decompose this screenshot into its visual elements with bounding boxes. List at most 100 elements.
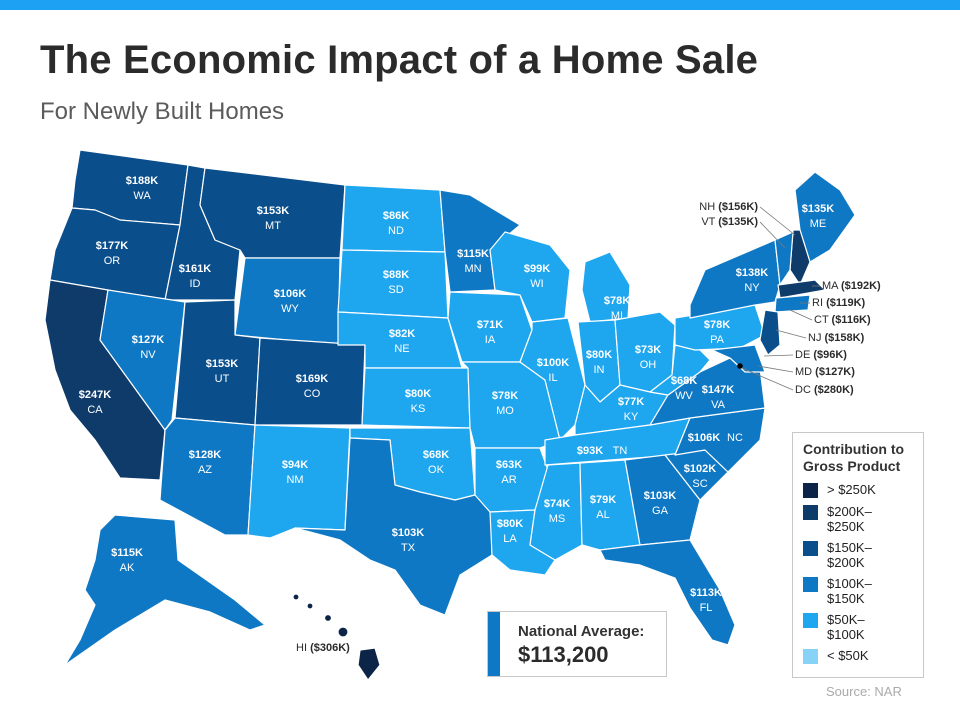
label-MO-abbr: MO bbox=[496, 405, 514, 417]
legend-label: > $250K bbox=[827, 482, 876, 497]
callout-HI-value: ($306K) bbox=[310, 642, 350, 654]
label-KS-value: $80K bbox=[405, 388, 431, 400]
national-average-value: $113,200 bbox=[518, 642, 609, 667]
legend-swatch bbox=[803, 541, 818, 556]
label-AR-abbr: AR bbox=[501, 474, 516, 486]
label-SD-abbr: SD bbox=[388, 284, 403, 296]
callout-DE-abbr: DE bbox=[795, 349, 810, 361]
label-NC-abbr: NC bbox=[727, 432, 743, 444]
state-TX bbox=[294, 437, 493, 616]
callout-NJ-value: ($158K) bbox=[825, 332, 865, 344]
legend-label: $100K– $150K bbox=[827, 576, 872, 606]
label-AL-value: $79K bbox=[590, 494, 616, 506]
label-TN-value: $93K bbox=[577, 445, 603, 457]
label-NM-value: $94K bbox=[282, 459, 308, 471]
national-average-label: National Average: bbox=[518, 623, 645, 640]
legend-label: $50K– $100K bbox=[827, 612, 865, 642]
callout-DE-value: ($96K) bbox=[813, 349, 847, 361]
label-TX-value: $103K bbox=[392, 527, 424, 539]
label-ND-abbr: ND bbox=[388, 225, 404, 237]
label-FL-abbr: FL bbox=[700, 602, 713, 614]
label-ME-abbr: ME bbox=[810, 218, 827, 230]
label-TN-abbr: TN bbox=[613, 445, 628, 457]
label-LA-value: $80K bbox=[497, 518, 523, 530]
callout-NH-value: ($156K) bbox=[718, 201, 758, 213]
state-NJ bbox=[759, 309, 781, 356]
label-ND-value: $86K bbox=[383, 210, 409, 222]
legend-title: Contribution to Gross Product bbox=[803, 441, 905, 474]
label-MT-value: $153K bbox=[257, 205, 289, 217]
legend-item: > $250K bbox=[803, 482, 918, 521]
label-CO-abbr: CO bbox=[304, 388, 321, 400]
label-TX-abbr: TX bbox=[401, 542, 416, 554]
state-AK bbox=[64, 514, 266, 666]
label-OR-value: $177K bbox=[96, 240, 128, 252]
legend-item: $150K– $200K bbox=[803, 540, 918, 579]
label-PA-abbr: PA bbox=[710, 334, 725, 346]
callout-RI-abbr: RI bbox=[812, 297, 823, 309]
label-NM-abbr: NM bbox=[286, 474, 303, 486]
label-FL-value: $113K bbox=[690, 587, 722, 599]
legend-item: $200K– $250K bbox=[803, 504, 918, 543]
legend: Contribution to Gross Product > $250K $2… bbox=[792, 432, 924, 678]
label-MI-abbr: MI bbox=[611, 310, 623, 322]
label-ID-abbr: ID bbox=[190, 278, 201, 290]
state-HI bbox=[357, 647, 381, 681]
svg-text:MA ($192K): MA ($192K) bbox=[822, 280, 881, 292]
state-MA bbox=[777, 279, 826, 299]
label-OK-value: $68K bbox=[423, 449, 449, 461]
label-AK-value: $115K bbox=[111, 547, 143, 559]
label-KY-value: $77K bbox=[618, 396, 644, 408]
state-CT-RI bbox=[774, 294, 811, 313]
label-PA-value: $78K bbox=[704, 319, 730, 331]
label-UT-abbr: UT bbox=[215, 373, 230, 385]
callout-VT-abbr: VT bbox=[701, 216, 715, 228]
label-NE-value: $82K bbox=[389, 328, 415, 340]
label-AR-value: $63K bbox=[496, 459, 522, 471]
label-GA-value: $103K bbox=[644, 490, 676, 502]
label-ID-value: $161K bbox=[179, 263, 211, 275]
label-MN-abbr: MN bbox=[464, 263, 481, 275]
label-CA-value: $247K bbox=[79, 389, 111, 401]
label-WY-value: $106K bbox=[274, 288, 306, 300]
legend-label: < $50K bbox=[827, 648, 869, 663]
label-SD-value: $88K bbox=[383, 269, 409, 281]
legend-swatch bbox=[803, 577, 818, 592]
state-WY bbox=[234, 257, 341, 346]
label-WV-value: $68K bbox=[671, 375, 697, 387]
legend-label: $200K– $250K bbox=[827, 504, 872, 534]
state-HI-island-3 bbox=[323, 613, 333, 623]
callout-NH-abbr: NH bbox=[699, 201, 715, 213]
callout-lines bbox=[741, 206, 820, 391]
callout-CT-value: ($116K) bbox=[832, 314, 871, 326]
state-GA bbox=[624, 454, 701, 546]
state-HI-island-2 bbox=[337, 626, 349, 638]
legend-item: $100K– $150K bbox=[803, 576, 918, 615]
top-accent-bar bbox=[0, 0, 960, 10]
label-AZ-value: $128K bbox=[189, 449, 221, 461]
label-OK-abbr: OK bbox=[428, 464, 445, 476]
legend-swatch bbox=[803, 613, 818, 628]
label-SC-abbr: SC bbox=[692, 478, 707, 490]
label-NE-abbr: NE bbox=[394, 343, 409, 355]
callout-RI-value: ($119K) bbox=[826, 297, 865, 309]
national-average-box: National Average: $113,200 bbox=[487, 611, 667, 677]
state-HI-island-4 bbox=[306, 602, 314, 610]
label-ME-value: $135K bbox=[802, 203, 834, 215]
label-MO-value: $78K bbox=[492, 390, 518, 402]
callout-HI-abbr: HI bbox=[296, 642, 307, 654]
label-MI-value: $78K bbox=[604, 295, 630, 307]
legend-swatch bbox=[803, 649, 818, 664]
label-OH-value: $73K bbox=[635, 344, 661, 356]
svg-text:NH ($156K): NH ($156K) bbox=[699, 201, 758, 213]
svg-text:HI ($306K): HI ($306K) bbox=[296, 642, 350, 654]
label-NV-abbr: NV bbox=[140, 349, 156, 361]
svg-text:NJ ($158K): NJ ($158K) bbox=[808, 332, 865, 344]
label-AZ-abbr: AZ bbox=[198, 464, 212, 476]
label-NY-value: $138K bbox=[736, 267, 768, 279]
label-IL-value: $100K bbox=[537, 357, 569, 369]
label-NY-abbr: NY bbox=[744, 282, 760, 294]
state-VT bbox=[774, 231, 794, 286]
callout-MD-abbr: MD bbox=[795, 366, 812, 378]
callout-CT-abbr: CT bbox=[814, 314, 829, 326]
